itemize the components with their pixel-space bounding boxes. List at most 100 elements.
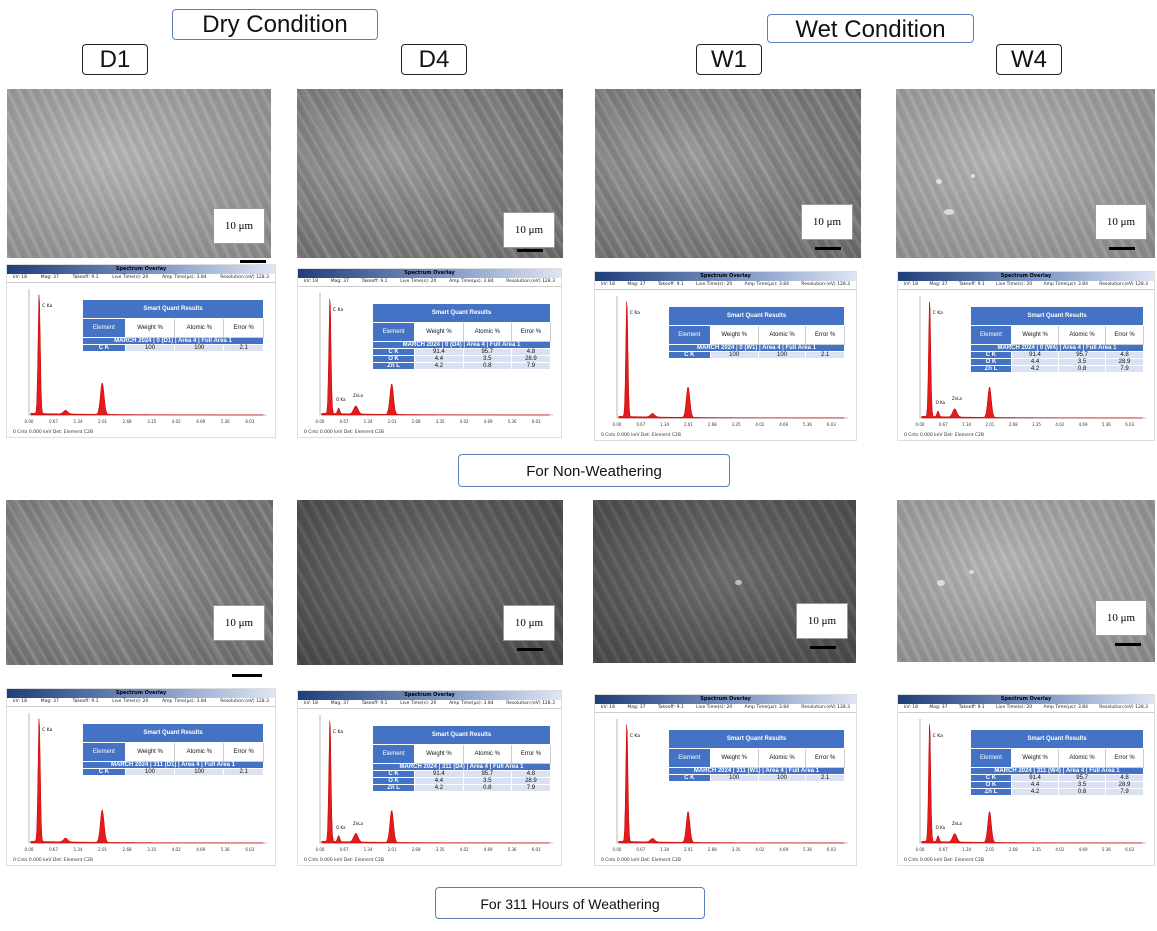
- column-header: Atomic %: [1058, 325, 1106, 345]
- spectrum-trace: [30, 294, 264, 416]
- x-tick-label: 2.68: [708, 422, 717, 427]
- element-cell: O K: [970, 781, 1012, 789]
- value-cell: 100: [174, 344, 225, 352]
- eds-meta-row: kV: 18 Mag: 37 Takeoff: 9.1 Live Time(s): 2…: [595, 705, 856, 713]
- eds-footer: 0 Cnts 0.000 keV Det: Element C2B: [304, 430, 384, 435]
- smart-quant-title: Smart Quant Results: [82, 723, 264, 743]
- x-tick-label: 4.02: [1055, 847, 1064, 852]
- x-tick-label: 0.00: [916, 847, 925, 852]
- eds-panel-w4-non-weathering: Spectrum Overlay kV: 18 Mag: 37 Takeoff: 9.…: [897, 271, 1155, 441]
- eds-meta-row: kV: 18 Mag: 37 Takeoff: 9.1 Live Time(s): 2…: [7, 699, 275, 707]
- element-cell: C K: [371, 770, 416, 778]
- eds-panel-w1-weathering: Spectrum Overlay kV: 18 Mag: 37 Takeoff: 9.…: [594, 694, 857, 866]
- value-cell: 2.1: [805, 351, 845, 359]
- spectrum-trace: [921, 724, 1143, 844]
- value-cell: 95.7: [1058, 774, 1106, 782]
- value-cell: 3.5: [462, 355, 512, 363]
- column-header: Atomic %: [1058, 748, 1106, 768]
- x-tick-label: 0.00: [613, 422, 622, 427]
- smart-quant-title: Smart Quant Results: [970, 306, 1144, 326]
- x-tick-label: 4.02: [460, 419, 469, 424]
- x-tick-label: 5.36: [508, 419, 517, 424]
- x-tick-label: 2.68: [412, 847, 421, 852]
- eds-footer: 0 Cnts 0.000 keV Det: Element C2B: [13, 858, 93, 863]
- sample-label-d1: D1: [82, 44, 148, 75]
- value-cell: 0.8: [1058, 788, 1106, 796]
- value-cell: 3.5: [462, 777, 512, 785]
- column-header: Weight %: [709, 325, 759, 345]
- value-cell: 3.5: [1058, 358, 1106, 366]
- value-cell: 7.9: [1104, 365, 1145, 373]
- scale-label: 10 μm: [796, 603, 848, 639]
- value-cell: 0.8: [1058, 365, 1106, 373]
- column-header: Atomic %: [174, 742, 225, 762]
- value-cell: 100: [174, 768, 225, 776]
- element-cell: Zn L: [371, 784, 416, 792]
- column-header: Weight %: [1010, 748, 1060, 768]
- x-tick-label: 2.01: [388, 847, 397, 852]
- element-cell: Zn L: [970, 788, 1012, 796]
- table-row: Zn L 4.2 0.8 7.9: [970, 788, 1144, 796]
- x-tick-label: 4.69: [779, 847, 788, 852]
- eds-panel-title: Spectrum Overlay: [595, 272, 856, 281]
- column-header: Element: [668, 748, 711, 768]
- scale-bar: [517, 648, 543, 651]
- eds-footer: 0 Cnts 0.000 keV Det: Element C2B: [904, 433, 984, 438]
- sample-band: MARCH 2024 | 0 (W4) | Area 4 | Full Area…: [970, 344, 1144, 352]
- column-header: Element: [82, 742, 126, 762]
- x-tick-label: 4.69: [1079, 422, 1088, 427]
- x-tick-label: 0.00: [916, 422, 925, 427]
- peak-label-o: O Ka: [936, 400, 946, 405]
- value-cell: 91.4: [1010, 351, 1060, 359]
- eds-spectrum: C Ka 0.00 0.67 1.34 2.01 2.68 3.35 4.02 4.69 5.36…: [25, 289, 267, 424]
- x-tick-label: 3.35: [436, 847, 445, 852]
- peak-label-c: C Ka: [333, 729, 343, 735]
- column-header: Atomic %: [462, 322, 512, 342]
- value-cell: 100: [124, 768, 176, 776]
- sem-image-d1-weathering: 10 μm: [6, 500, 273, 665]
- value-cell: 0.8: [462, 784, 512, 792]
- column-header: Weight %: [1010, 325, 1060, 345]
- eds-panel-title: Spectrum Overlay: [7, 265, 275, 274]
- spectrum-trace: [321, 720, 550, 844]
- scale-bar: [1109, 247, 1135, 250]
- peak-label-zn: ZnLa: [952, 396, 963, 401]
- x-tick-label: 6.03: [532, 847, 541, 852]
- column-header: Error %: [1104, 325, 1145, 345]
- x-tick-label: 1.34: [74, 419, 83, 424]
- scale-label: 10 μm: [503, 605, 555, 641]
- value-cell: 4.8: [510, 348, 552, 356]
- smart-quant-title: Smart Quant Results: [668, 306, 845, 326]
- column-header: Error %: [510, 744, 552, 764]
- value-cell: 100: [757, 351, 807, 359]
- scale-label: 10 μm: [1095, 600, 1147, 636]
- x-tick-label: 6.03: [1125, 422, 1134, 427]
- peak-label-c: C Ka: [42, 303, 52, 309]
- x-tick-label: 2.68: [1009, 847, 1018, 852]
- column-header: Atomic %: [757, 325, 807, 345]
- eds-spectrum: C Ka O Ka ZnLa 0.00 0.67 1.34 2.01 2.68 3.35 4.02…: [916, 296, 1146, 427]
- sem-image-w1-non-weathering: 10 μm: [595, 89, 861, 258]
- table-row: Zn L 4.2 0.8 7.9: [970, 365, 1145, 373]
- scale-bar: [810, 646, 836, 649]
- eds-panel-title: Spectrum Overlay: [7, 689, 275, 698]
- spectrum-trace: [618, 724, 845, 844]
- column-header: Element: [668, 325, 711, 345]
- scale-bar: [232, 674, 262, 677]
- eds-spectrum: C Ka 0.00 0.67 1.34 2.01 2.68 3.35 4.02 4.69 5.36…: [613, 296, 848, 427]
- element-cell: C K: [82, 768, 126, 776]
- column-header: Weight %: [124, 318, 176, 338]
- spectrum-trace: [921, 301, 1143, 419]
- eds-panel-title: Spectrum Overlay: [898, 272, 1154, 281]
- element-cell: C K: [970, 351, 1012, 359]
- value-cell: 4.4: [414, 777, 464, 785]
- x-tick-label: 2.68: [412, 419, 421, 424]
- value-cell: 4.4: [1010, 358, 1060, 366]
- x-tick-label: 6.03: [245, 419, 254, 424]
- table-row: C K 91.4 95.7 4.8: [371, 770, 552, 778]
- table-row: O K 4.4 3.5 28.9: [371, 355, 552, 363]
- peak-label-o: O Ka: [336, 397, 346, 402]
- x-tick-label: 4.69: [196, 419, 205, 424]
- value-cell: 3.5: [1058, 781, 1106, 789]
- value-cell: 4.8: [1105, 774, 1144, 782]
